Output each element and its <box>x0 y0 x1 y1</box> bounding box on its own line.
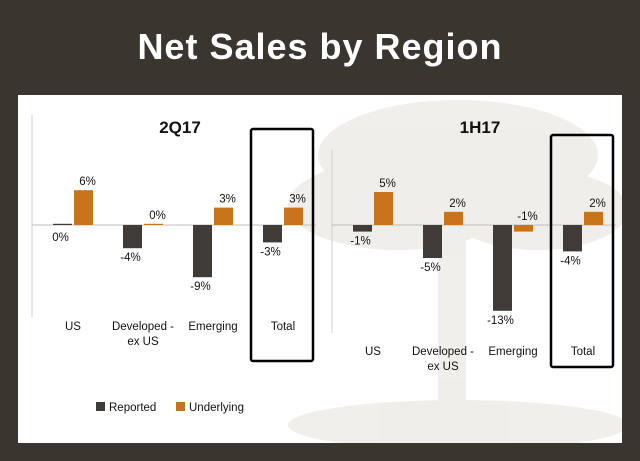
data-label-reported: -13% <box>487 315 514 327</box>
category-label-line: Developed - <box>412 346 474 358</box>
category-label: Emerging <box>488 346 537 358</box>
category-label-line: ex US <box>427 361 459 373</box>
bar-underlying <box>74 190 93 225</box>
bar-underlying <box>284 207 303 225</box>
bar-reported <box>563 225 582 252</box>
category-label: Total <box>271 321 295 333</box>
category-label-line: Total <box>571 346 595 358</box>
bar-underlying <box>514 225 533 232</box>
category-label-line: Total <box>271 321 295 333</box>
data-label-underlying: 0% <box>149 210 166 222</box>
highlight-box <box>249 127 315 363</box>
chart-1h17: 1H17 -1% 5% US -5% 2% Developed - ex US -13% -1% E… <box>331 118 616 373</box>
legend-swatch <box>176 402 185 411</box>
data-label-underlying: 5% <box>379 178 396 190</box>
bar-underlying <box>214 207 233 225</box>
data-label-reported: -5% <box>420 262 440 274</box>
chart-2q17: 2Q17 0% 6% US -4% 0% Developed - ex US -9% 3% Emer… <box>31 115 316 363</box>
bar-reported <box>493 225 512 311</box>
data-label-reported: 0% <box>52 232 69 244</box>
category-label-line: Emerging <box>188 321 237 333</box>
page-title: Net Sales by Region <box>137 26 503 67</box>
chart-title: 2Q17 <box>159 118 201 137</box>
category-label: Total <box>571 346 595 358</box>
data-label-reported: -4% <box>560 255 580 267</box>
bar-reported <box>423 225 442 258</box>
bar-reported <box>353 225 372 232</box>
legend-label: Underlying <box>189 402 244 414</box>
category-label-line: US <box>65 321 81 333</box>
data-label-underlying: 6% <box>79 176 96 188</box>
chart-title: 1H17 <box>460 118 501 137</box>
category-label: Developed - ex US <box>112 321 174 348</box>
data-label-reported: -3% <box>260 246 280 258</box>
category-label: Developed - ex US <box>412 346 474 373</box>
category-label-line: Developed - <box>112 321 174 333</box>
data-label-underlying: 3% <box>289 194 306 206</box>
bar-underlying <box>584 211 603 225</box>
data-label-reported: -9% <box>190 281 210 293</box>
data-label-reported: -4% <box>120 252 140 264</box>
category-label: Emerging <box>188 321 237 333</box>
bar-underlying <box>374 192 393 225</box>
data-label-reported: -1% <box>350 236 370 248</box>
category-label-line: Emerging <box>488 346 537 358</box>
bar-underlying <box>444 211 463 225</box>
legend-swatch <box>96 402 105 411</box>
bar-reported <box>263 225 282 243</box>
bar-underlying <box>144 223 163 225</box>
legend: Reported Underlying <box>96 402 244 414</box>
header-band: Net Sales by Region <box>0 0 640 92</box>
data-label-underlying: 3% <box>219 194 236 206</box>
bar-reported <box>123 225 142 249</box>
highlight-box <box>549 133 615 369</box>
bar-reported <box>53 223 72 225</box>
category-label: US <box>65 321 81 333</box>
category-label-line: US <box>365 346 381 358</box>
legend-label: Reported <box>109 402 156 414</box>
category-label: US <box>365 346 381 358</box>
data-label-underlying: -1% <box>517 211 537 223</box>
tree-watermark <box>288 100 622 443</box>
data-label-underlying: 2% <box>589 198 606 210</box>
data-label-underlying: 2% <box>449 198 466 210</box>
chart-panel: 2Q17 0% 6% US -4% 0% Developed - ex US -9% 3% Emer… <box>18 95 622 443</box>
category-label-line: ex US <box>127 336 159 348</box>
bar-reported <box>193 225 212 278</box>
charts-svg: 2Q17 0% 6% US -4% 0% Developed - ex US -9% 3% Emer… <box>31 100 622 443</box>
